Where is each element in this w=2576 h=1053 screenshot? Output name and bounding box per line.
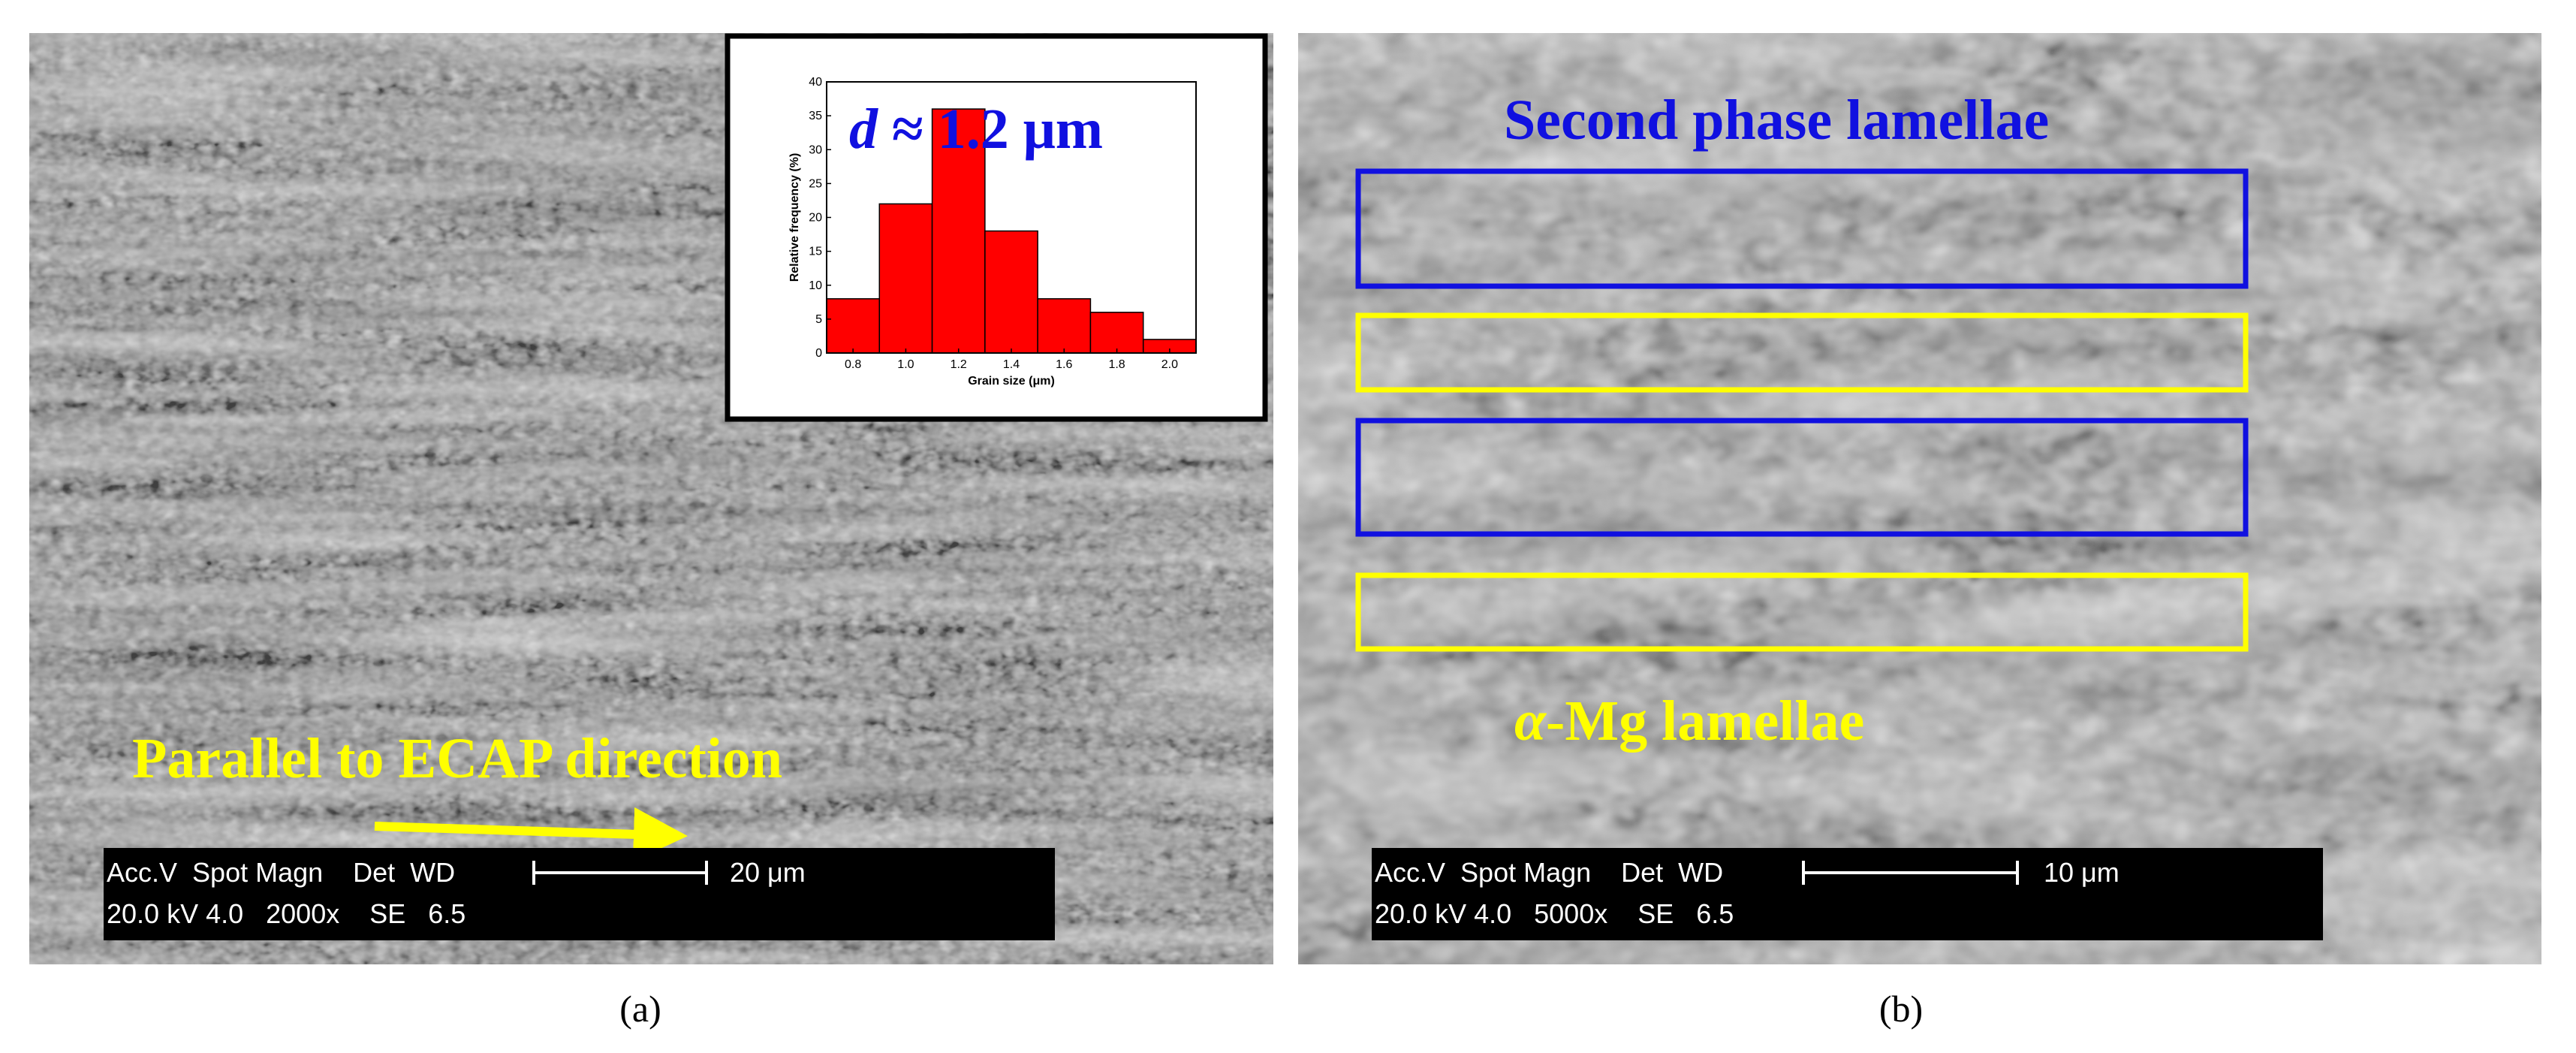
second-phase-box	[1355, 168, 2249, 289]
x-tick-label: 1.0	[897, 358, 914, 371]
y-tick-label: 20	[809, 212, 822, 225]
scale-bar-header: Acc.V Spot Magn Det WD	[107, 857, 455, 888]
scale-bar-values: 20.0 kV 4.0 2000x SE 6.5	[107, 898, 465, 929]
symbol: d	[849, 98, 878, 161]
x-tick-label: 0.8	[845, 358, 861, 371]
y-tick-label: 30	[809, 143, 822, 156]
scale-bar-panel	[1372, 848, 2323, 940]
scale-bar-values: 20.0 kV 4.0 5000x SE 6.5	[1375, 898, 1734, 929]
inset-annotation: d ≈ 1.2 μm	[849, 98, 1103, 161]
y-axis-label: Relative frequency (%)	[788, 153, 801, 282]
alpha-mg-box	[1355, 312, 2249, 393]
x-tick-label: 2.0	[1161, 358, 1178, 371]
direction-arrow	[374, 807, 688, 861]
scale-bar-panel	[104, 848, 1055, 940]
second-phase-box	[1355, 418, 2249, 537]
annotation: Second phase lamellae	[1504, 89, 2049, 152]
annotation-text: -Mg lamellae	[1546, 689, 1864, 753]
y-tick-label: 40	[809, 76, 822, 89]
scale-bar-length: 10 μm	[2044, 857, 2120, 888]
y-tick-label: 0	[815, 347, 822, 360]
x-tick-label: 1.6	[1056, 358, 1072, 371]
inset-chart: 0 5 10 15 20 25 30 35 40 0.8 1.0 1.2 1.4 1.6 1.8 2.0 Gra…	[788, 76, 1197, 388]
symbol: α	[1514, 689, 1547, 753]
bar	[984, 230, 1038, 354]
scale-bar-length: 20 μm	[730, 857, 806, 888]
bar	[826, 298, 881, 354]
region-boxes	[1355, 168, 2249, 652]
x-tick-label: 1.4	[1003, 358, 1020, 371]
bar	[1089, 312, 1144, 354]
scale-bar	[1802, 861, 2019, 885]
annotation: α-Mg lamellae	[1514, 689, 1864, 753]
panel-label: (a)	[619, 988, 661, 1030]
x-tick-label: 1.2	[951, 358, 967, 371]
x-axis-label: Grain size (μm)	[968, 375, 1055, 388]
y-tick-label: 15	[809, 246, 822, 258]
scale-bar	[532, 861, 708, 885]
y-tick-label: 5	[815, 313, 822, 326]
y-tick-label: 25	[809, 177, 822, 190]
panel-label: (b)	[1879, 988, 1923, 1030]
bar	[1037, 298, 1092, 354]
x-tick-label: 1.8	[1108, 358, 1125, 371]
annotation-text: ≈ 1.2 μm	[878, 98, 1103, 161]
sem-image-b	[1298, 33, 2541, 964]
bar	[878, 203, 933, 354]
y-tick-label: 10	[809, 279, 822, 292]
annotation: Parallel to ECAP direction	[132, 727, 782, 790]
alpha-mg-box	[1355, 572, 2249, 652]
scale-bar-header: Acc.V Spot Magn Det WD	[1375, 857, 1723, 888]
y-tick-label: 35	[809, 110, 822, 122]
inset-frame	[725, 33, 1268, 422]
